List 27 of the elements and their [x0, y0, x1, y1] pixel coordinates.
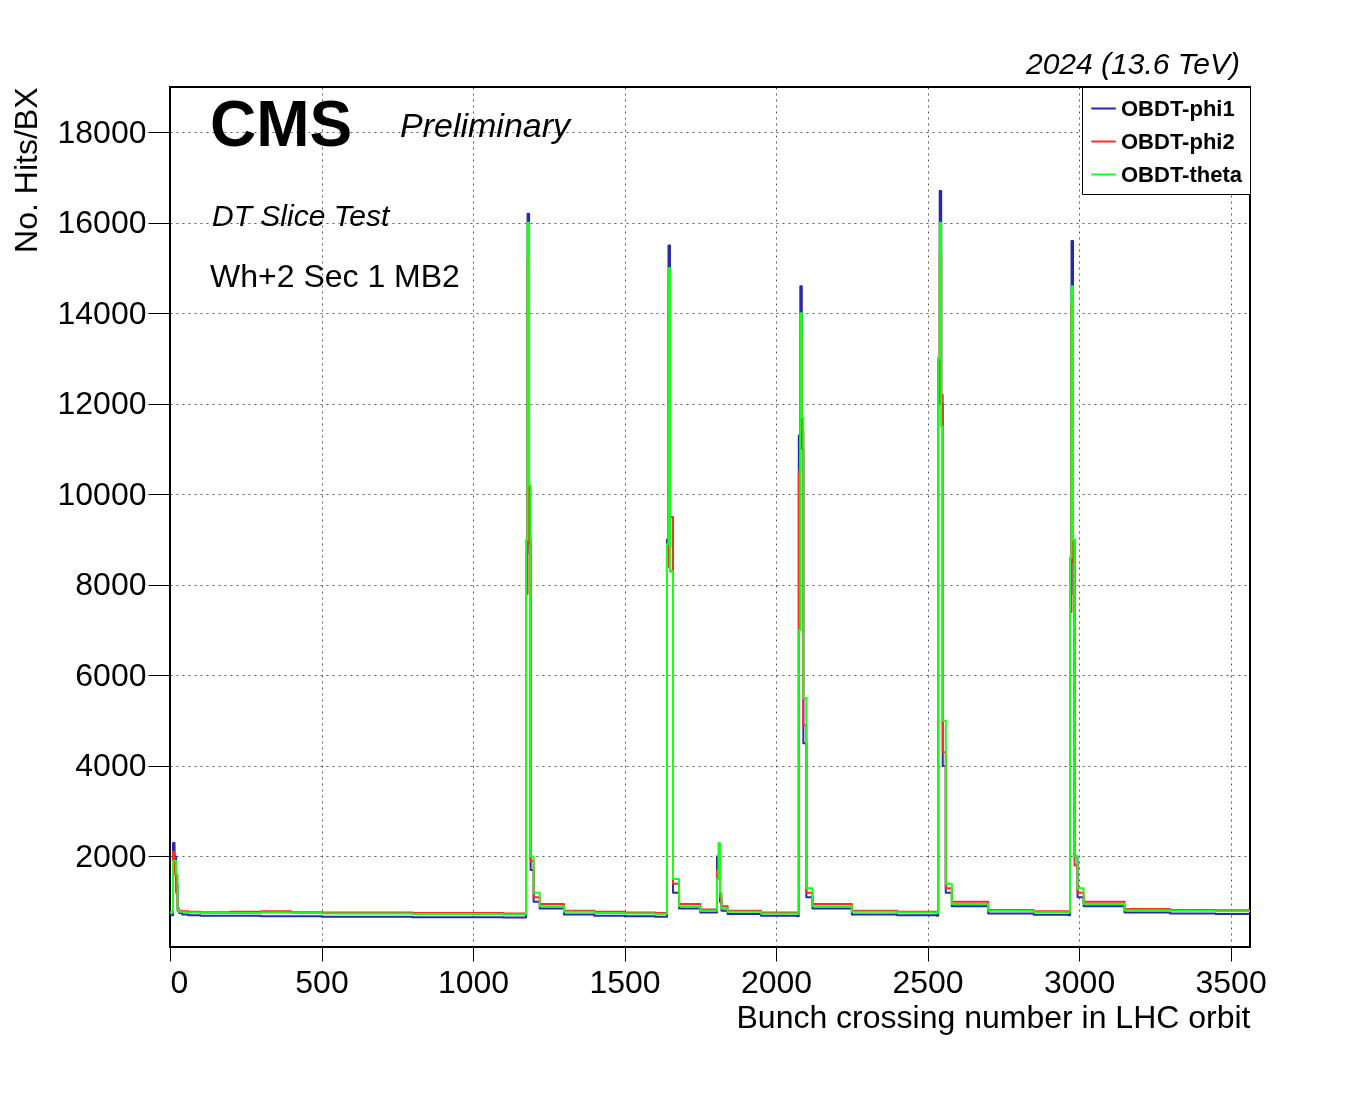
x-tick-label: 3000: [1044, 963, 1116, 1000]
legend-label: OBDT-theta: [1121, 161, 1243, 187]
y-tick-label: 14000: [57, 294, 147, 331]
y-axis-title: No. Hits/BX: [7, 87, 44, 253]
y-tick-label: 12000: [57, 385, 147, 422]
x-tick-label: 2000: [740, 963, 813, 1000]
annotation: Preliminary: [400, 106, 573, 144]
x-tick-label: 1500: [589, 963, 661, 1000]
y-tick-label: 6000: [75, 656, 147, 693]
text: 2024 (13.6 TeV): [1024, 47, 1240, 80]
x-tick-label: 1000: [437, 963, 510, 1000]
annotation: DT Slice Test: [212, 199, 391, 232]
y-tick-label: 10000: [57, 475, 147, 512]
annotation: Wh+2 Sec 1 MB2: [210, 258, 460, 294]
x-tick-label: 3500: [1195, 963, 1267, 1000]
x-tick-label: 500: [295, 963, 349, 1000]
x-axis-title: Bunch crossing number in LHC orbit: [736, 998, 1251, 1035]
y-tick-label: 4000: [75, 747, 147, 784]
annotation: CMS: [210, 88, 353, 160]
y-tick-label: 16000: [57, 204, 147, 241]
y-tick-label: 8000: [75, 566, 147, 603]
x-tick-label: 2500: [892, 963, 964, 1000]
y-tick-label: 18000: [57, 113, 147, 150]
x-tick-label: 0: [170, 963, 189, 1000]
y-tick-label: 2000: [75, 837, 147, 874]
legend-label: OBDT-phi1: [1121, 95, 1235, 121]
legend-label: OBDT-phi2: [1121, 128, 1235, 154]
